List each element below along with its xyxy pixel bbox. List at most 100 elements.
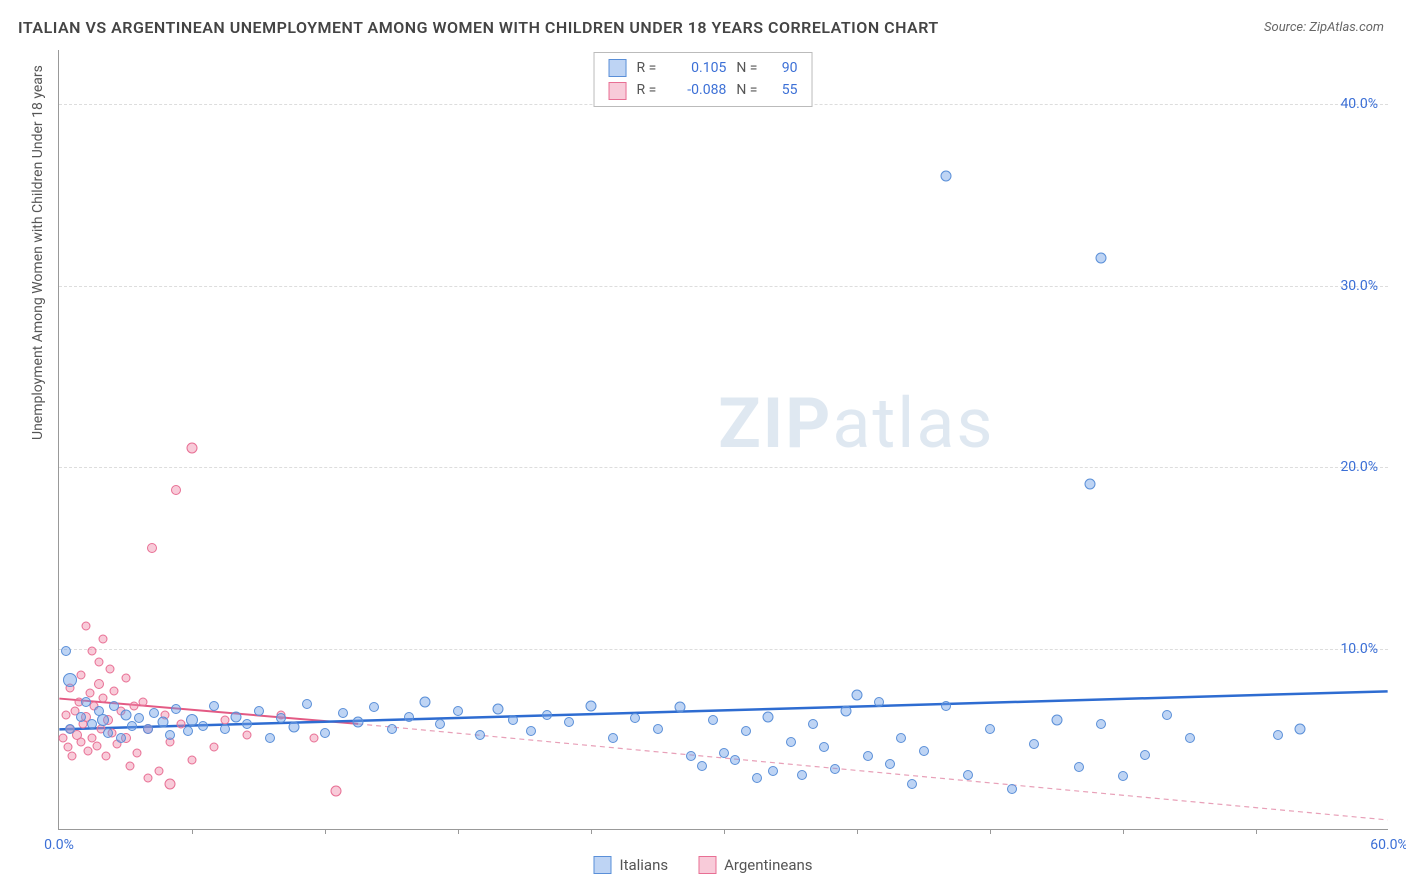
italian-point xyxy=(885,759,895,769)
swatch-italians xyxy=(593,856,611,874)
argentinean-point xyxy=(59,734,68,743)
italian-point xyxy=(320,728,330,738)
argentinean-point xyxy=(68,752,77,761)
italian-point xyxy=(63,673,77,687)
italian-point xyxy=(1084,479,1095,490)
x-tick xyxy=(1123,829,1124,834)
gridline xyxy=(59,649,1388,650)
argentinean-point xyxy=(99,694,108,703)
italian-point xyxy=(81,697,91,707)
italian-point xyxy=(165,730,175,740)
argentinean-point xyxy=(81,621,90,630)
chart-title: ITALIAN VS ARGENTINEAN UNEMPLOYMENT AMON… xyxy=(18,18,939,37)
x-tick xyxy=(724,829,725,834)
italian-point xyxy=(1096,719,1106,729)
italian-point xyxy=(564,717,574,727)
italian-point xyxy=(1074,762,1084,772)
x-tick xyxy=(1256,829,1257,834)
italian-point xyxy=(653,724,663,734)
italian-point xyxy=(741,726,751,736)
italian-point xyxy=(907,779,917,789)
correlation-legend: R = 0.105 N = 90 R = -0.088 N = 55 xyxy=(594,52,813,107)
italian-point xyxy=(786,737,796,747)
argentinean-point xyxy=(61,710,70,719)
italian-point xyxy=(808,719,818,729)
italian-point xyxy=(186,714,198,726)
italian-point xyxy=(586,700,597,711)
gridline xyxy=(59,286,1388,287)
italian-point xyxy=(87,719,97,729)
italian-point xyxy=(143,724,153,734)
italian-point xyxy=(404,712,414,722)
argentinean-point xyxy=(83,747,92,756)
italian-point xyxy=(302,699,312,709)
italian-point xyxy=(419,697,430,708)
argentinean-point xyxy=(99,634,108,643)
italian-point xyxy=(475,730,485,740)
italian-point xyxy=(109,701,119,711)
y-tick-label: 30.0% xyxy=(1340,278,1378,294)
argentinean-point xyxy=(101,752,110,761)
italian-point xyxy=(265,733,275,743)
x-tick-label: 60.0% xyxy=(1370,837,1406,853)
italian-point xyxy=(76,712,86,722)
argentinean-point xyxy=(88,647,97,656)
italian-point xyxy=(830,764,840,774)
argentinean-point xyxy=(243,730,252,739)
italian-point xyxy=(103,728,113,738)
italian-point xyxy=(435,719,445,729)
italian-point xyxy=(492,704,503,715)
italian-point xyxy=(686,751,696,761)
italian-point xyxy=(630,713,640,723)
italian-point xyxy=(171,704,181,714)
argentinean-point xyxy=(105,665,114,674)
italian-point xyxy=(674,702,685,713)
italian-point xyxy=(730,755,740,765)
argentinean-point xyxy=(188,756,197,765)
italian-point xyxy=(1162,710,1172,720)
argentinean-point xyxy=(132,748,141,757)
legend-item-italians: Italians xyxy=(593,856,668,874)
italian-point xyxy=(1095,252,1106,263)
y-tick-label: 10.0% xyxy=(1340,641,1378,657)
y-tick-label: 40.0% xyxy=(1340,96,1378,112)
argentinean-point xyxy=(210,743,219,752)
italian-point xyxy=(985,724,995,734)
italian-point xyxy=(763,711,774,722)
legend-row-italians: R = 0.105 N = 90 xyxy=(609,57,798,79)
italian-point xyxy=(369,702,379,712)
y-tick-label: 20.0% xyxy=(1340,459,1378,475)
argentinean-point xyxy=(94,658,103,667)
argentinean-point xyxy=(94,679,104,689)
italian-point xyxy=(231,711,242,722)
italian-point xyxy=(288,722,299,733)
x-tick xyxy=(857,829,858,834)
italian-point xyxy=(874,697,884,707)
italian-point xyxy=(852,689,863,700)
legend-row-argentineans: R = -0.088 N = 55 xyxy=(609,79,798,101)
argentinean-point xyxy=(63,743,72,752)
italian-point xyxy=(149,708,159,718)
series-legend: Italians Argentineans xyxy=(593,856,812,874)
italian-point xyxy=(840,706,851,717)
italian-point xyxy=(819,742,829,752)
italian-point xyxy=(209,701,219,711)
argentinean-point xyxy=(187,443,198,454)
italian-point xyxy=(1007,784,1017,794)
italian-point xyxy=(896,733,906,743)
argentinean-point xyxy=(130,701,139,710)
argentinean-point xyxy=(143,774,152,783)
italian-point xyxy=(338,708,348,718)
x-tick xyxy=(325,829,326,834)
argentinean-point xyxy=(125,761,134,770)
italian-point xyxy=(1295,724,1306,735)
argentinean-point xyxy=(86,688,95,697)
legend-item-argentineans: Argentineans xyxy=(698,856,812,874)
italian-point xyxy=(797,770,807,780)
argentinean-point xyxy=(139,698,148,707)
x-tick xyxy=(192,829,193,834)
italian-point xyxy=(719,748,729,758)
x-tick-label: 0.0% xyxy=(44,837,74,853)
italian-point xyxy=(1185,733,1195,743)
italian-point xyxy=(97,714,109,726)
